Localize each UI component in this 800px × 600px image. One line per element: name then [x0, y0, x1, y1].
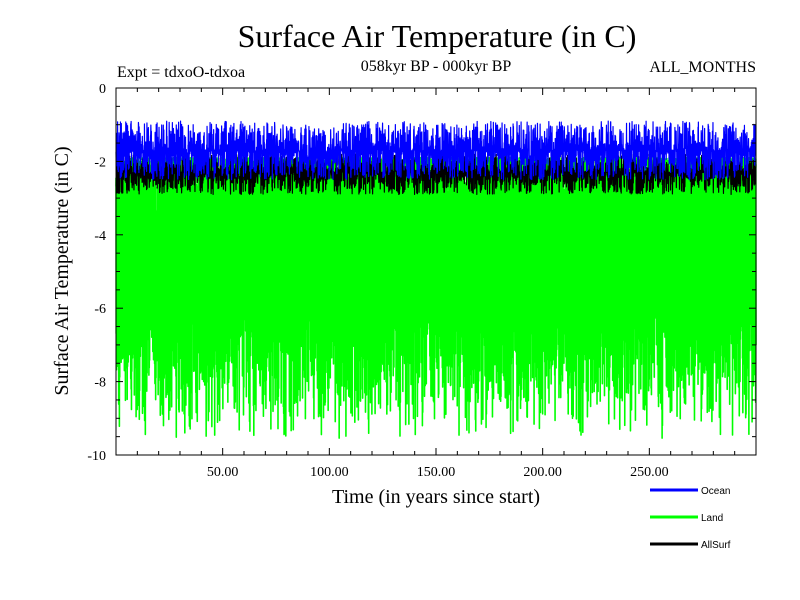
y-tick-label: -6 [94, 302, 106, 317]
legend: Ocean Land AllSurf [650, 486, 731, 551]
x-tick-label: 50.00 [207, 465, 239, 480]
chart-subtitle: 058kyr BP - 000kyr BP [361, 58, 512, 75]
x-tick-label: 200.00 [523, 465, 562, 480]
x-axis: 50.00 100.00 150.00 200.00 250.00 [136, 88, 736, 480]
y-tick-label: -2 [94, 155, 106, 170]
y-tick-label: -4 [94, 229, 106, 244]
series-layer [115, 120, 757, 439]
legend-label-allsurf: AllSurf [701, 540, 731, 551]
chart-title: Surface Air Temperature (in C) [238, 18, 637, 54]
series-line-land [115, 156, 757, 439]
y-tick-label: -10 [87, 449, 106, 464]
legend-label-ocean: Ocean [701, 486, 730, 497]
x-tick-label: 250.00 [630, 465, 669, 480]
y-tick-label: 0 [99, 82, 106, 97]
series-line-ocean [115, 120, 757, 181]
y-axis-label: Surface Air Temperature (in C) [51, 146, 73, 395]
experiment-label: Expt = tdxoO-tdxoa [117, 64, 245, 81]
legend-label-land: Land [701, 513, 723, 524]
x-tick-label: 150.00 [417, 465, 456, 480]
months-label: ALL_MONTHS [649, 59, 756, 76]
x-tick-label: 100.00 [310, 465, 349, 480]
y-tick-label: -8 [94, 376, 106, 391]
x-axis-label: Time (in years since start) [332, 486, 540, 508]
y-axis: 0 -2 -4 -6 -8 -10 [87, 82, 756, 464]
